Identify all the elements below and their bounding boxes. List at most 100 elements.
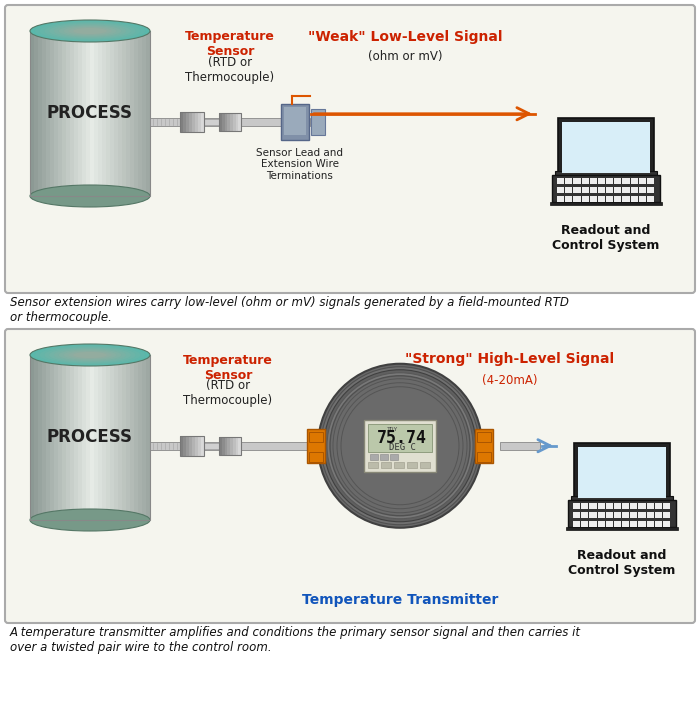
Bar <box>654 521 661 526</box>
Bar <box>118 355 122 520</box>
Bar <box>228 437 230 455</box>
Bar <box>42 31 46 196</box>
Bar <box>420 462 430 468</box>
Bar <box>134 355 139 520</box>
Bar <box>204 443 219 449</box>
Bar <box>589 187 597 193</box>
Bar <box>192 112 195 132</box>
Bar <box>573 512 580 518</box>
Bar <box>102 355 106 520</box>
Bar <box>195 112 199 132</box>
Bar <box>150 118 310 126</box>
Bar <box>638 503 645 509</box>
Ellipse shape <box>44 22 136 40</box>
Bar <box>74 31 78 196</box>
Ellipse shape <box>74 28 107 34</box>
Bar <box>550 202 662 204</box>
Bar <box>225 113 228 131</box>
Bar <box>54 31 59 196</box>
Bar <box>566 526 678 530</box>
Bar <box>589 503 596 509</box>
Bar <box>622 503 629 509</box>
Bar <box>118 31 122 196</box>
Ellipse shape <box>64 350 116 360</box>
Bar <box>477 451 491 462</box>
Bar <box>38 31 43 196</box>
Ellipse shape <box>69 351 111 359</box>
Bar <box>630 521 637 526</box>
Bar <box>180 436 183 456</box>
Ellipse shape <box>54 24 126 37</box>
Bar <box>230 113 233 131</box>
Bar <box>130 31 134 196</box>
Bar <box>380 454 388 460</box>
Bar <box>284 107 306 135</box>
Bar <box>565 187 573 193</box>
Bar <box>74 355 78 520</box>
Bar <box>614 512 621 518</box>
Text: DEG C: DEG C <box>389 444 415 452</box>
Text: Temperature
Sensor: Temperature Sensor <box>185 30 275 58</box>
Bar <box>106 355 111 520</box>
Bar <box>82 31 87 196</box>
Text: Sensor extension wires carry low-level (ohm or mV) signals generated by a field-: Sensor extension wires carry low-level (… <box>10 296 569 324</box>
Bar <box>630 512 637 518</box>
Text: (4-20mA): (4-20mA) <box>482 374 538 387</box>
Bar <box>654 503 661 509</box>
Bar <box>309 432 323 442</box>
Bar <box>78 355 83 520</box>
Bar <box>138 31 143 196</box>
Bar <box>307 428 325 463</box>
Bar <box>180 112 204 132</box>
Text: Temperature Transmitter: Temperature Transmitter <box>302 593 498 607</box>
Bar <box>394 462 404 468</box>
Bar <box>552 175 660 202</box>
Bar <box>78 31 83 196</box>
Ellipse shape <box>44 346 136 364</box>
Bar <box>70 31 74 196</box>
Bar <box>114 31 118 196</box>
Bar <box>201 112 204 132</box>
Bar <box>368 424 432 451</box>
Bar <box>589 196 597 202</box>
Bar <box>138 355 143 520</box>
Bar <box>581 503 588 509</box>
Ellipse shape <box>74 352 107 358</box>
Circle shape <box>327 373 473 518</box>
Bar <box>228 113 230 131</box>
Ellipse shape <box>64 26 116 36</box>
Bar <box>573 521 580 526</box>
Ellipse shape <box>59 25 121 37</box>
Bar <box>98 355 102 520</box>
Ellipse shape <box>30 185 150 207</box>
Bar <box>54 355 59 520</box>
Bar <box>219 437 223 455</box>
Bar <box>557 178 564 184</box>
Circle shape <box>330 376 470 516</box>
Bar <box>606 512 612 518</box>
Bar <box>622 178 629 184</box>
Ellipse shape <box>35 345 145 365</box>
Bar <box>58 31 62 196</box>
Bar <box>622 512 629 518</box>
Text: PROCESS: PROCESS <box>47 104 133 122</box>
Bar <box>82 355 87 520</box>
Bar <box>198 436 202 456</box>
Bar <box>565 178 573 184</box>
Bar <box>106 31 111 196</box>
Bar <box>180 112 183 132</box>
FancyBboxPatch shape <box>5 329 695 623</box>
Bar <box>50 355 55 520</box>
Bar <box>42 355 46 520</box>
Bar <box>94 355 99 520</box>
Bar <box>86 355 90 520</box>
Bar <box>565 196 573 202</box>
Ellipse shape <box>54 348 126 361</box>
Circle shape <box>321 366 479 525</box>
Bar <box>573 503 580 509</box>
Bar <box>589 521 596 526</box>
Ellipse shape <box>49 24 131 38</box>
Bar <box>30 31 150 196</box>
Bar <box>219 437 241 455</box>
Bar <box>232 113 236 131</box>
